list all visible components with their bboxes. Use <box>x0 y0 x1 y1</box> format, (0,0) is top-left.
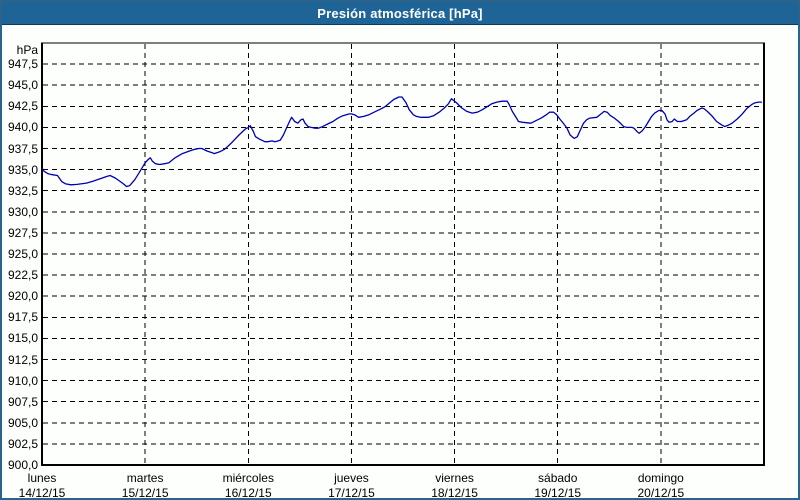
window-title: Presión atmosférica [hPa] <box>317 5 483 21</box>
window-titlebar: Presión atmosférica [hPa] <box>2 2 798 25</box>
pressure-series-line <box>41 96 762 188</box>
